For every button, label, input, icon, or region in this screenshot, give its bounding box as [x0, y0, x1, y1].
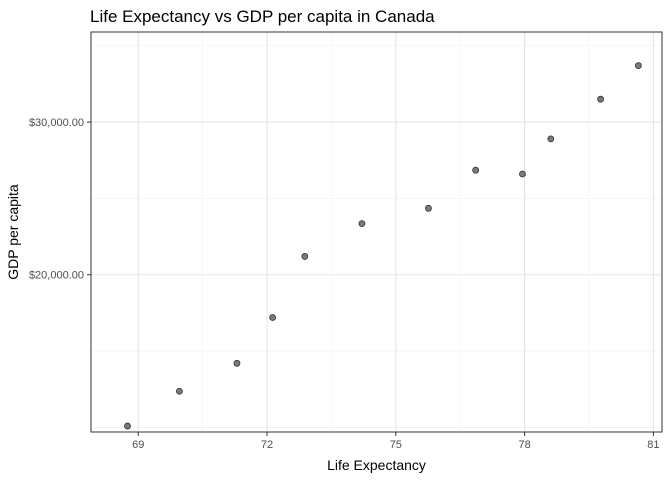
x-tick-label: 72 — [261, 439, 273, 451]
data-point — [301, 253, 309, 260]
x-axis-title: Life Expectancy — [327, 457, 426, 473]
data-point — [472, 166, 480, 174]
data-point — [634, 62, 642, 69]
y-tick-label: $20,000.00 — [29, 270, 84, 282]
chart-title: Life Expectancy vs GDP per capita in Can… — [90, 7, 435, 26]
y-tick-label: $30,000.00 — [29, 117, 84, 129]
data-point — [358, 220, 366, 228]
data-point — [597, 95, 605, 103]
grid — [91, 32, 662, 432]
data-point — [269, 314, 277, 321]
y-axis: $20,000.00 $30,000.00 — [29, 117, 91, 282]
data-point — [519, 170, 526, 178]
data-point — [233, 359, 241, 367]
data-points — [124, 62, 642, 430]
data-point — [547, 135, 555, 143]
x-axis: 69 72 75 78 81 — [132, 432, 660, 451]
y-axis-title: GDP per capita — [5, 184, 21, 280]
data-point — [124, 422, 131, 430]
data-point — [176, 387, 183, 395]
data-point — [425, 204, 432, 212]
plot-panel — [90, 31, 663, 433]
x-tick-label: 78 — [518, 439, 530, 451]
x-tick-label: 75 — [390, 439, 402, 451]
x-tick-label: 69 — [132, 439, 144, 451]
x-tick-label: 81 — [647, 439, 659, 451]
